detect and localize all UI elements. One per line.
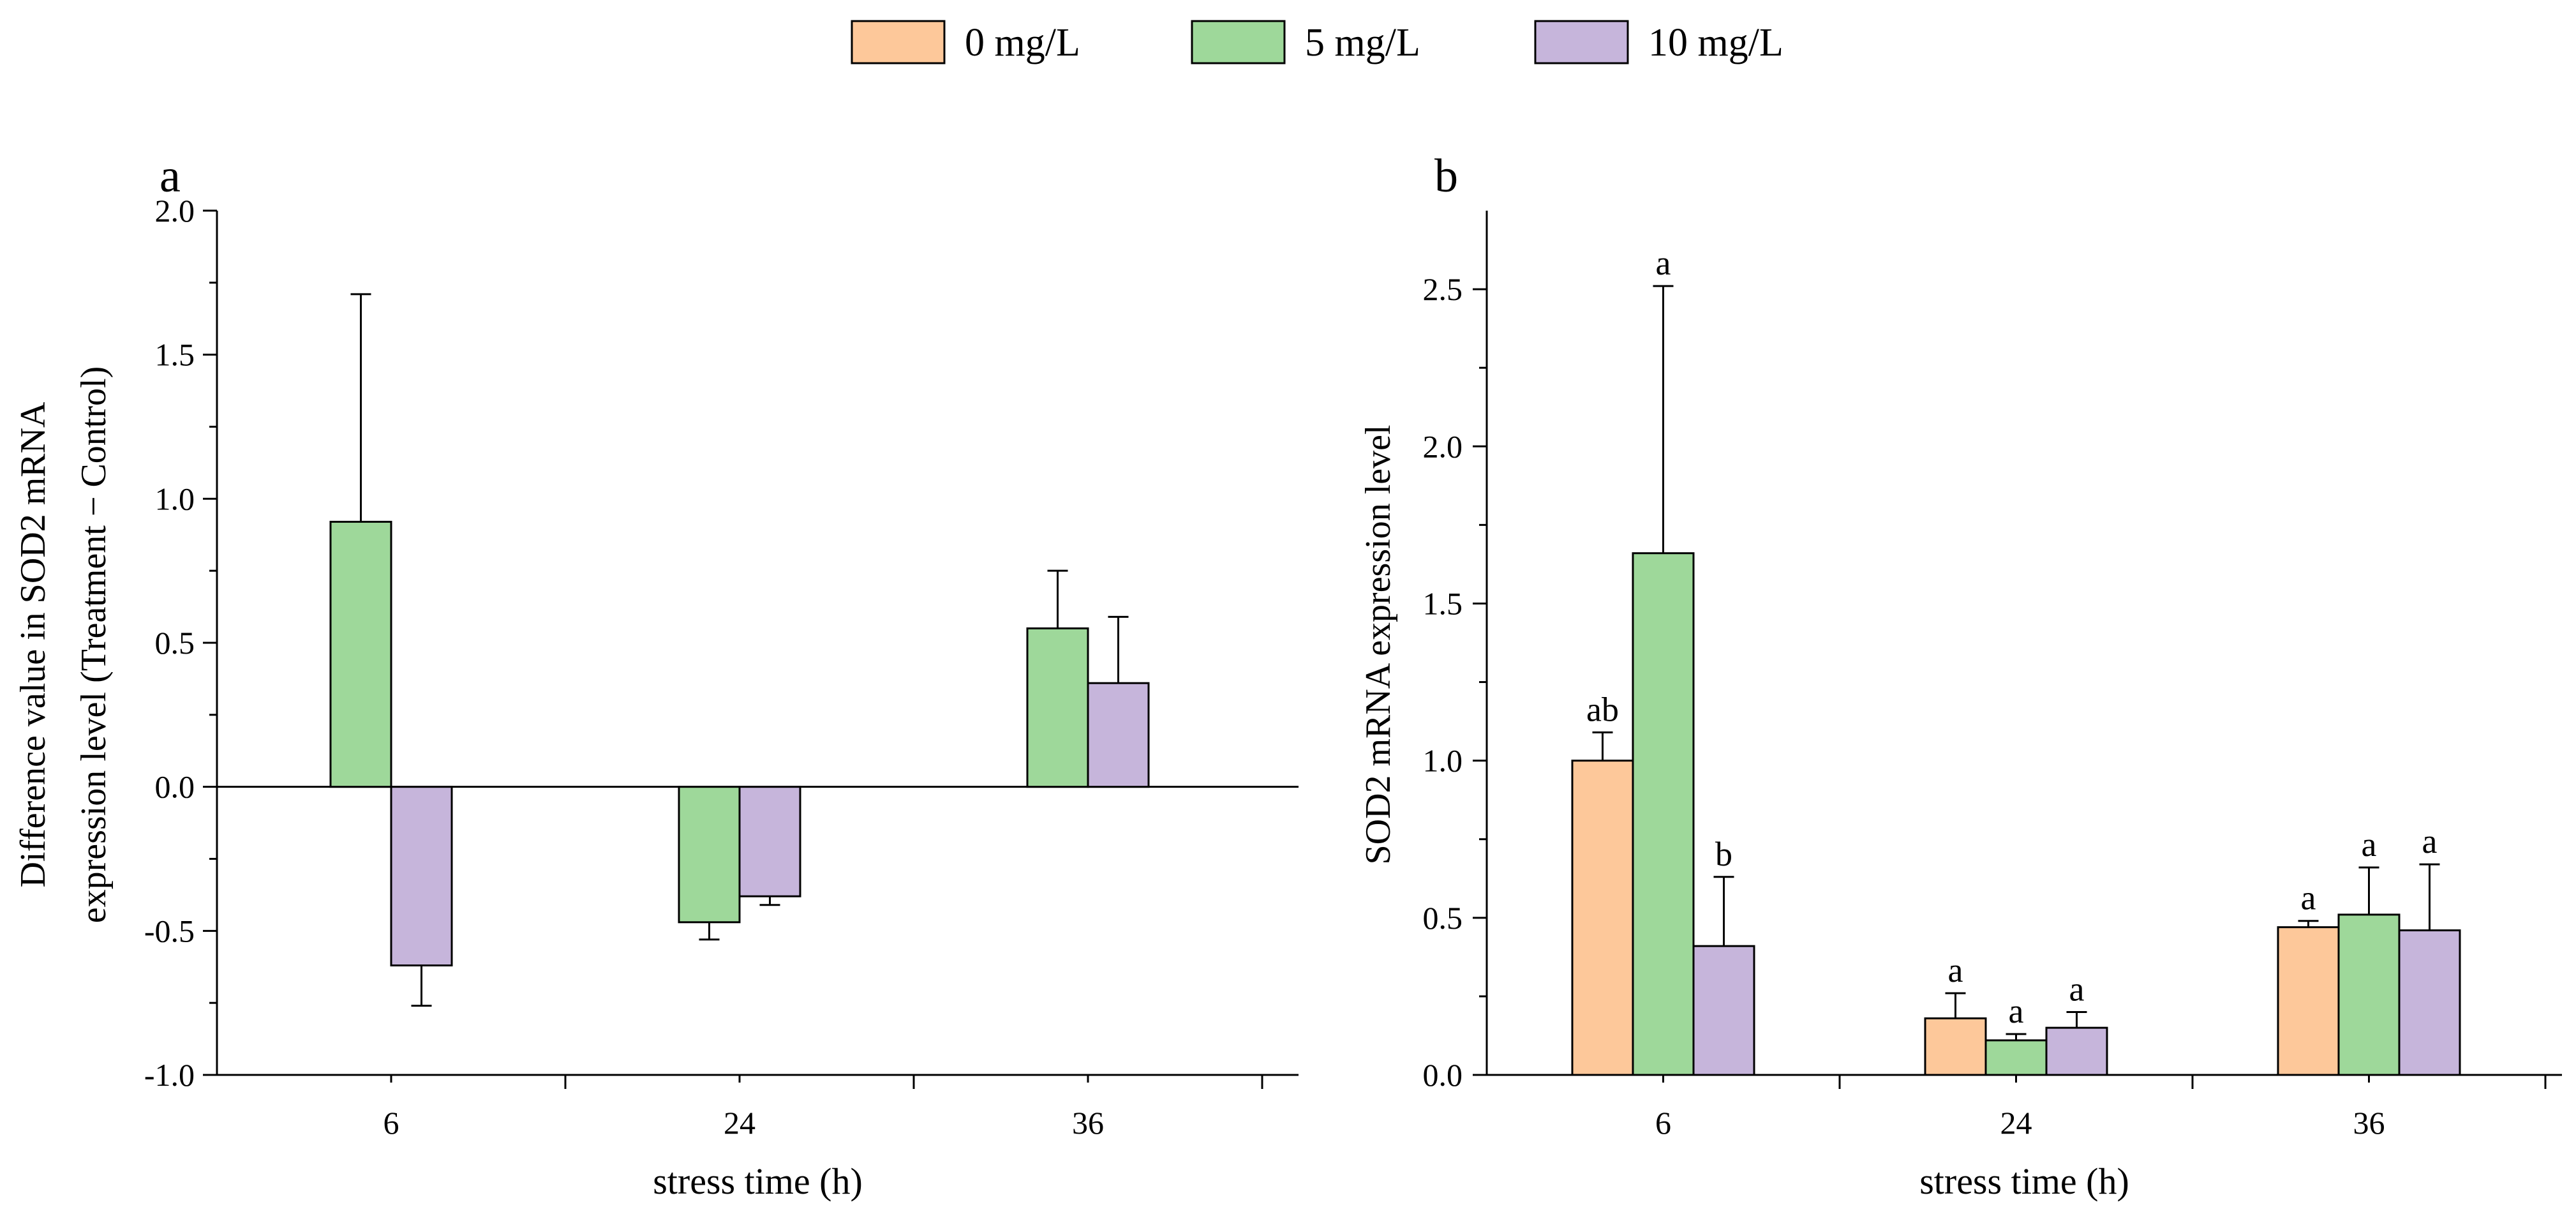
y-tick-label: 0.0: [155, 769, 195, 805]
y-tick-label: 1.5: [155, 337, 195, 373]
bar-5-mg-l-36: [2337, 913, 2401, 1076]
panel-label: b: [1434, 150, 1458, 202]
y-tick-label: 2.0: [155, 193, 195, 229]
significance-label: a: [2362, 825, 2377, 864]
y-axis-label: Difference value in SOD2 mRNA: [13, 401, 53, 888]
y-tick-label: -0.5: [144, 913, 195, 949]
bar-0-mg-l-24: [1924, 1017, 1987, 1076]
significance-label: a: [2422, 822, 2438, 860]
legend: 0 mg/L 5 mg/L 10 mg/L: [851, 20, 1783, 64]
bar-0-mg-l-36: [2277, 926, 2340, 1076]
significance-label: a: [1948, 951, 1963, 989]
bar-10-mg-l-36: [1087, 682, 1150, 788]
y-tick-label: 1.5: [1423, 585, 1463, 621]
y-axis-label: SOD2 mRNA expression level: [1359, 424, 1398, 864]
y-tick-label: 0.0: [1423, 1057, 1463, 1093]
y-tick-label: 1.0: [1423, 743, 1463, 779]
y-tick-label: 2.5: [1423, 271, 1463, 307]
legend-swatch-0: [851, 20, 946, 64]
x-tick-label: 6: [383, 1105, 399, 1141]
significance-label: a: [2069, 970, 2085, 1009]
significance-label: ab: [1586, 690, 1619, 728]
y-tick-label: -1.0: [144, 1057, 195, 1093]
legend-label-1: 5 mg/L: [1305, 21, 1420, 64]
x-tick-label: 36: [2353, 1105, 2385, 1141]
y-tick-label: 2.0: [1423, 428, 1463, 464]
x-tick-label: 24: [724, 1105, 756, 1141]
legend-label-2: 10 mg/L: [1648, 21, 1783, 64]
y-tick-label: 0.5: [155, 625, 195, 661]
chart-panel-a: a -1.0 -0.5 0.0 0.5 1.0 1.5 2.0 6 24 36 Difference …: [13, 150, 1299, 1202]
y-tick-label: 1.0: [155, 481, 195, 516]
bar-10-mg-l-24: [2045, 1026, 2108, 1076]
legend-swatch-1: [1191, 20, 1286, 64]
legend-swatch-2: [1534, 20, 1629, 64]
significance-label: a: [1656, 244, 1671, 282]
bar-5-mg-l-24: [678, 786, 741, 924]
bar-0-mg-l-6: [1571, 760, 1634, 1076]
significance-label: b: [1715, 835, 1732, 873]
bar-5-mg-l-36: [1026, 627, 1089, 788]
x-axis-label: stress time (h): [1919, 1160, 2129, 1202]
bar-10-mg-l-6: [1692, 945, 1755, 1076]
significance-label: a: [2301, 879, 2316, 917]
bar-10-mg-l-6: [390, 786, 453, 966]
panel-label: a: [160, 150, 181, 202]
y-axis-label: expression level (Treatment − Control): [74, 366, 114, 923]
bar-10-mg-l-24: [738, 786, 801, 897]
bar-5-mg-l-6: [1632, 552, 1695, 1076]
x-tick-label: 6: [1655, 1105, 1671, 1141]
bar-5-mg-l-6: [329, 520, 392, 788]
bar-10-mg-l-36: [2398, 929, 2461, 1076]
legend-label-0: 0 mg/L: [965, 21, 1080, 64]
x-tick-label: 36: [1072, 1105, 1104, 1141]
bar-5-mg-l-24: [1984, 1039, 2048, 1076]
x-axis-label: stress time (h): [653, 1160, 863, 1202]
x-tick-label: 24: [2000, 1105, 2032, 1141]
y-tick-label: 0.5: [1423, 900, 1463, 936]
significance-label: a: [2009, 992, 2024, 1030]
